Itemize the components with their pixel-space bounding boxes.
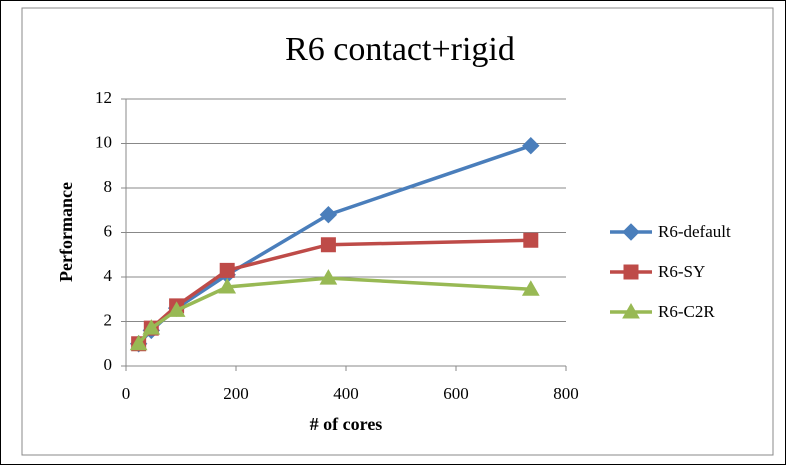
marker (142, 319, 161, 335)
marker (522, 137, 540, 155)
marker (219, 262, 235, 278)
y-tick-label: 4 (104, 266, 113, 285)
marker (320, 237, 336, 253)
marker (167, 301, 186, 317)
marker (218, 278, 237, 294)
x-tick-label: 600 (443, 384, 469, 403)
marker (622, 223, 640, 241)
x-tick-label: 400 (333, 384, 359, 403)
y-tick-label: 6 (104, 221, 113, 240)
marker (622, 302, 640, 319)
x-tick-label: 0 (122, 384, 131, 403)
x-axis-label: # of cores (310, 414, 383, 434)
marker (319, 269, 338, 285)
legend-label: R6-default (658, 222, 731, 241)
y-tick-label: 2 (104, 310, 113, 329)
chart-title: R6 contact+rigid (285, 31, 515, 68)
legend-label: R6-C2R (658, 302, 715, 321)
y-tick-label: 12 (95, 88, 112, 107)
marker (521, 280, 540, 296)
y-tick-label: 0 (104, 355, 113, 374)
marker (523, 232, 539, 248)
x-tick-label: 800 (553, 384, 579, 403)
y-tick-label: 10 (95, 132, 112, 151)
legend-label: R6-SY (658, 262, 705, 281)
y-axis-label: Performance (56, 182, 76, 282)
marker (129, 334, 148, 351)
x-tick-label: 200 (223, 384, 249, 403)
y-tick-label: 8 (104, 177, 113, 196)
marker (623, 264, 639, 280)
marker (319, 205, 338, 224)
